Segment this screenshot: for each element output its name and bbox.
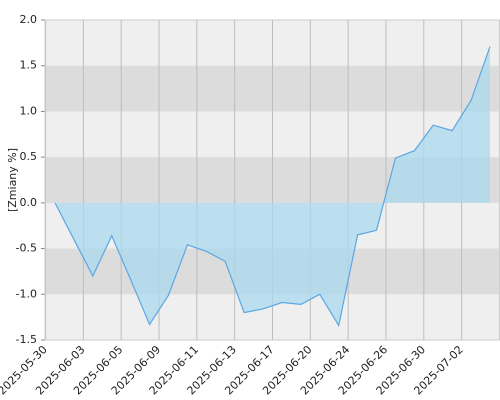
- y-tick-label: 1.0: [20, 104, 38, 117]
- y-tick-label: -1.5: [16, 333, 37, 346]
- line: [54, 46, 491, 327]
- y-tick-label: 0.0: [20, 196, 38, 209]
- y-tick-label: -1.0: [16, 287, 37, 300]
- y-tick-label: 1.5: [20, 59, 38, 72]
- area: [55, 46, 490, 326]
- y-tick-label: 2.0: [20, 13, 38, 26]
- y-axis-label: [Zmiany %]: [6, 148, 19, 212]
- y-tick-label: 0.5: [20, 150, 38, 163]
- y-tick-label: -0.5: [16, 242, 37, 255]
